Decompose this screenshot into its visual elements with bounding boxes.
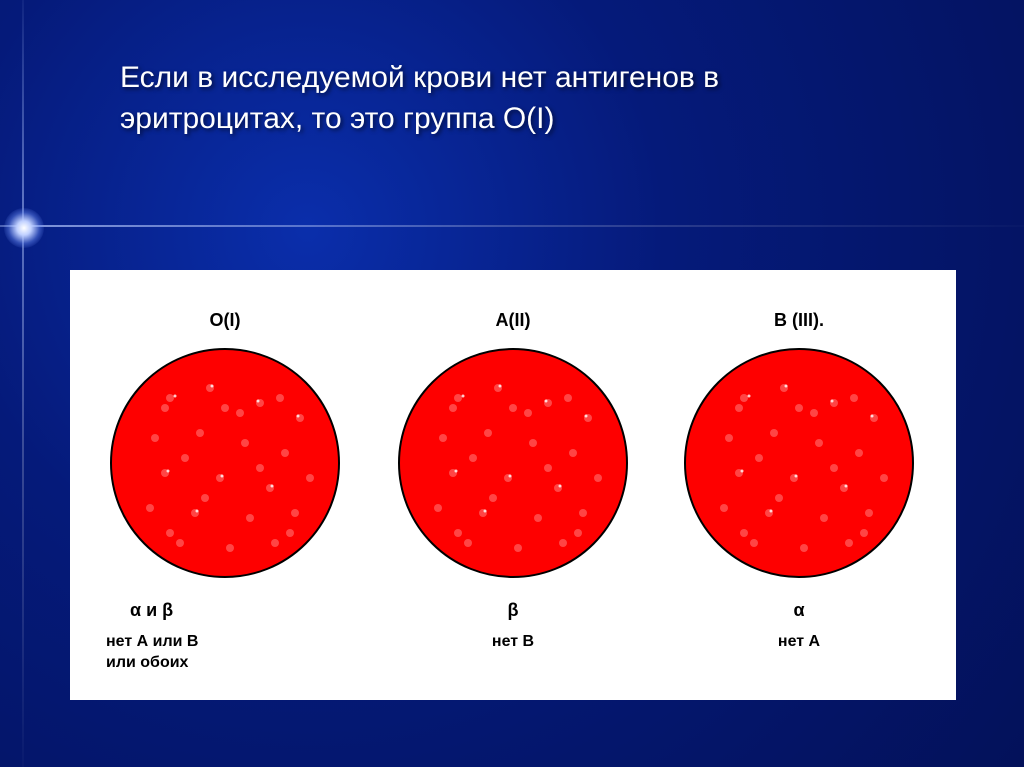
- group-label-b: B (III).: [674, 310, 924, 331]
- erythrocyte-circle-a: [398, 348, 628, 578]
- slide-title: Если в исследуемой крови нет антигенов в…: [120, 58, 900, 139]
- antibody-label-b: α: [674, 600, 924, 621]
- group-label-o: O(I): [100, 310, 350, 331]
- lens-flare-vertical: [22, 0, 24, 767]
- erythrocyte-svg: [398, 348, 628, 578]
- antigen-note-b: нет А: [674, 632, 924, 653]
- erythrocyte-circle-b: [684, 348, 914, 578]
- slide-background: Если в исследуемой крови нет антигенов в…: [0, 0, 1024, 767]
- lens-flare-center: [4, 208, 44, 248]
- antigen-note-o: нет А или В или обоих: [100, 632, 350, 674]
- erythrocyte-svg: [110, 348, 340, 578]
- antibody-label-o: α и β: [100, 600, 350, 621]
- erythrocyte-circle-o: [110, 348, 340, 578]
- erythrocyte-svg: [684, 348, 914, 578]
- lens-flare-horizontal: [0, 225, 1024, 227]
- antibody-label-a: β: [388, 600, 638, 621]
- diagram-panel: O(I) α и β нет А или В или обоих A(II) β…: [70, 270, 956, 700]
- antigen-note-a: нет В: [388, 632, 638, 653]
- group-label-a: A(II): [388, 310, 638, 331]
